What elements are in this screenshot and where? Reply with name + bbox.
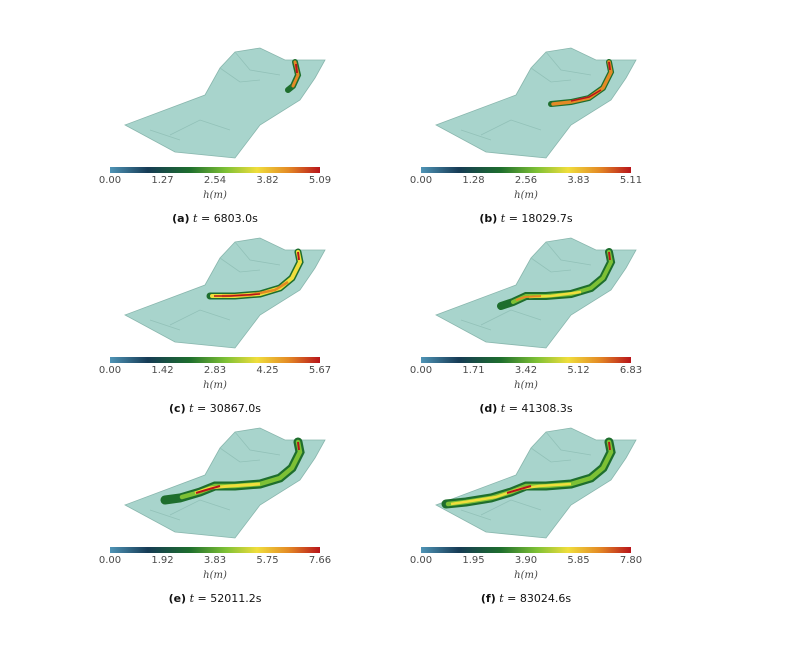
- tick-label: 0.00: [409, 175, 433, 186]
- caption-value: 6803.0s: [213, 212, 258, 225]
- tick-label: 3.82: [256, 175, 279, 186]
- tick-label: 6.83: [619, 365, 643, 376]
- tick-label: 5.75: [256, 555, 279, 566]
- panel-f: 0.00 1.95 3.90 5.85 7.80 h(m) (f) t = 83…: [410, 420, 681, 620]
- caption-equals: =: [200, 212, 211, 225]
- tick-label: 5.11: [619, 175, 643, 186]
- colorbar-ticks: 0.00 1.42 2.83 4.25 5.67: [99, 365, 331, 379]
- tick-label: 0.00: [409, 555, 433, 566]
- tick-label: 2.56: [514, 175, 538, 186]
- panel-caption: (c) t = 30867.0s: [110, 402, 320, 415]
- caption-variable: t: [189, 402, 194, 415]
- terrain-surface: [124, 47, 326, 159]
- colorbar-unit: h(m): [203, 380, 227, 391]
- caption-equals: =: [508, 402, 518, 415]
- panel-a: 0.00 1.27 2.54 3.82 5.09 h(m) (a) t = 68…: [99, 40, 370, 240]
- colorbar-ticks: 0.00 1.92 3.83 5.75 7.66: [99, 555, 331, 569]
- colorbar-ticks: 0.00 1.27 2.54 3.82 5.09: [99, 175, 331, 189]
- panel-caption: (e) t = 52011.2s: [110, 592, 320, 605]
- caption-variable: t: [193, 212, 198, 225]
- caption-tag: (b): [479, 212, 498, 225]
- tick-label: 1.28: [462, 175, 485, 186]
- caption-equals: =: [508, 212, 518, 225]
- tick-label: 0.00: [98, 555, 122, 566]
- colorbar-unit: h(m): [203, 190, 227, 201]
- panel-d: 0.00 1.71 3.42 5.12 6.83 h(m) (d) t = 41…: [410, 230, 681, 430]
- colorbar-unit: h(m): [514, 380, 538, 391]
- caption-tag: (f): [480, 592, 496, 605]
- tick-label: 0.00: [409, 365, 433, 376]
- colorbar-unit: h(m): [203, 570, 227, 581]
- tick-label: 1.42: [151, 365, 174, 376]
- tick-label: 1.71: [462, 365, 485, 376]
- tick-label: 0.00: [98, 365, 122, 376]
- caption-variable: t: [500, 402, 506, 415]
- caption-value: 52011.2s: [210, 592, 262, 605]
- terrain-surface: [124, 237, 326, 349]
- caption-tag: (d): [479, 402, 498, 415]
- colorbar: [110, 547, 320, 553]
- tick-label: 3.83: [203, 555, 227, 566]
- terrain-surface: [435, 237, 637, 349]
- panel-c: 0.00 1.42 2.83 4.25 5.67 h(m) (c) t = 30…: [99, 230, 370, 430]
- tick-label: 7.80: [619, 555, 643, 566]
- terrain-surface: [124, 427, 326, 539]
- panel-caption: (d) t = 41308.3s: [421, 402, 631, 415]
- tick-label: 1.95: [462, 555, 485, 566]
- colorbar-unit: h(m): [514, 190, 538, 201]
- colorbar: [421, 167, 631, 173]
- tick-label: 3.42: [514, 365, 538, 376]
- tick-label: 2.54: [203, 175, 227, 186]
- colorbar: [421, 357, 631, 363]
- panel-caption: (f) t = 83024.6s: [421, 592, 631, 605]
- colorbar: [110, 357, 320, 363]
- colorbar-ticks: 0.00 1.95 3.90 5.85 7.80: [410, 555, 642, 569]
- caption-tag: (c): [169, 402, 186, 415]
- caption-variable: t: [189, 592, 194, 605]
- caption-equals: =: [197, 592, 207, 605]
- caption-equals: =: [507, 592, 517, 605]
- colorbar-ticks: 0.00 1.71 3.42 5.12 6.83: [410, 365, 642, 379]
- terrain-surface: [435, 427, 637, 539]
- colorbar-ticks: 0.00 1.28 2.56 3.83 5.11: [410, 175, 642, 189]
- tick-label: 2.83: [203, 365, 227, 376]
- panel-e: 0.00 1.92 3.83 5.75 7.66 h(m) (e) t = 52…: [99, 420, 370, 620]
- tick-label: 5.67: [308, 365, 332, 376]
- tick-label: 3.83: [567, 175, 590, 186]
- colorbar: [421, 547, 631, 553]
- terrain-surface: [435, 47, 637, 159]
- tick-label: 3.90: [514, 555, 538, 566]
- caption-tag: (a): [172, 212, 190, 225]
- caption-tag: (e): [168, 592, 187, 605]
- tick-label: 5.09: [308, 175, 332, 186]
- caption-value: 30867.0s: [209, 402, 261, 415]
- tick-label: 7.66: [308, 555, 332, 566]
- panel-b: 0.00 1.28 2.56 3.83 5.11 h(m) (b) t = 18…: [410, 40, 681, 240]
- tick-label: 0.00: [98, 175, 122, 186]
- panel-caption: (b) t = 18029.7s: [421, 212, 631, 225]
- tick-label: 1.27: [151, 175, 174, 186]
- caption-variable: t: [500, 212, 506, 225]
- tick-label: 5.12: [567, 365, 590, 376]
- tick-label: 5.85: [567, 555, 590, 566]
- caption-value: 83024.6s: [519, 592, 572, 605]
- caption-value: 41308.3s: [521, 402, 573, 415]
- caption-variable: t: [499, 592, 504, 605]
- tick-label: 4.25: [256, 365, 279, 376]
- colorbar-unit: h(m): [514, 570, 538, 581]
- colorbar: [110, 167, 320, 173]
- caption-equals: =: [197, 402, 207, 415]
- panel-caption: (a) t = 6803.0s: [110, 212, 320, 225]
- tick-label: 1.92: [151, 555, 174, 566]
- caption-value: 18029.7s: [521, 212, 573, 225]
